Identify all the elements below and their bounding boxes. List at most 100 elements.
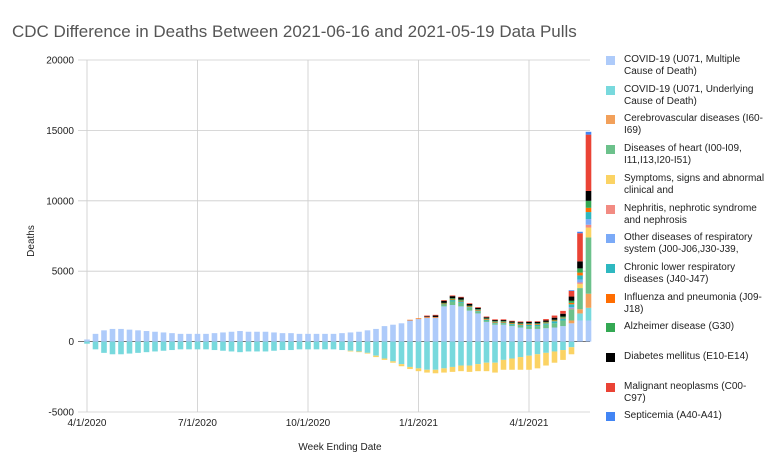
bar-segment-series-4-week-35	[381, 358, 388, 360]
bar-segment-series-1-week-0	[84, 341, 90, 344]
bar-segment-series-9-week-52	[526, 323, 532, 324]
bar-segment-series-10-week-44	[458, 297, 464, 300]
bar-segment-series-0-week-7	[143, 331, 150, 342]
bar-segment-series-7-week-42	[441, 304, 447, 305]
bar-segment-series-7-week-48	[492, 322, 498, 324]
chart-title: CDC Difference in Deaths Between 2021-06…	[12, 22, 577, 41]
bar-segment-series-4-week-41	[432, 369, 439, 374]
bar-segment-series-4-week-43	[449, 366, 456, 372]
bar-segment-series-1-week-56	[560, 341, 566, 351]
bar-segment-series-0-week-39	[415, 319, 422, 342]
bar-segment-series-0-week-48	[492, 324, 498, 342]
bar-segment-series-4-week-57	[568, 347, 575, 355]
bar-segment-series-10-week-47	[483, 317, 490, 319]
bar-segment-series-0-week-45	[466, 310, 473, 342]
bar-segment-series-1-week-44	[458, 341, 464, 366]
bar-segment-series-0-week-47	[483, 321, 490, 342]
bar-segment-series-0-week-23	[279, 333, 286, 342]
bar-segment-series-3-week-55	[551, 323, 558, 328]
bar-segment-series-10-week-50	[509, 321, 515, 323]
bar-segment-series-10-week-46	[475, 307, 481, 310]
bar-segment-series-3-week-57	[568, 309, 575, 321]
bar-segment-series-7-week-47	[483, 319, 490, 321]
bar-segment-series-8-week-48	[492, 321, 498, 323]
bar-segment-series-1-week-17	[228, 341, 235, 352]
bar-segment-series-1-week-25	[296, 341, 303, 350]
bar-segment-series-0-week-30	[339, 333, 345, 342]
legend-label: Septicemia (A40-A41)	[624, 410, 722, 422]
bar-segment-series-1-week-51	[517, 341, 524, 358]
bar-segment-series-3-week-43	[449, 301, 456, 305]
bar-segment-series-7-week-46	[475, 310, 481, 312]
bar-segment-series-11-week-55	[551, 315, 558, 318]
bar-segment-series-0-week-40	[424, 317, 430, 342]
y-tick-label: -5000	[48, 408, 74, 419]
bar-segment-series-10-week-42	[441, 300, 447, 303]
bar-segment-series-0-week-50	[509, 326, 515, 342]
bar-segment-series-1-week-21	[262, 341, 269, 352]
bar-segment-series-7-week-43	[449, 300, 456, 302]
y-tick-label: 10000	[46, 196, 74, 207]
bar-segment-series-4-week-48	[492, 362, 498, 373]
bar-segment-series-0-week-21	[262, 331, 269, 342]
bar-segment-series-0-week-59	[585, 320, 592, 342]
bar-segment-series-3-week-50	[509, 324, 515, 327]
bar-segment-series-3-week-44	[458, 302, 464, 307]
bar-segment-series-2-week-57	[568, 320, 575, 324]
bar-segment-series-3-week-58	[577, 288, 583, 310]
bar-segment-series-0-week-51	[517, 327, 524, 342]
bar-segment-series-1-week-48	[492, 341, 498, 363]
bar-segment-series-9-week-45	[466, 305, 473, 307]
bar-segment-series-4-week-32	[356, 351, 362, 353]
bar-segment-series-3-week-56	[560, 320, 566, 327]
bar-segment-series-0-week-43	[449, 304, 456, 342]
bar-segment-series-1-week-11	[177, 341, 184, 350]
bar-segment-series-6-week-59	[585, 219, 592, 225]
bar-segment-series-1-week-41	[432, 341, 439, 370]
bar-segment-series-11-week-46	[475, 307, 481, 308]
bar-segment-series-1-week-31	[347, 341, 354, 351]
bar-segment-series-7-week-45	[466, 307, 473, 308]
bar-segment-series-10-week-58	[577, 261, 583, 269]
bar-segment-series-4-week-44	[458, 365, 464, 372]
x-tick-label: 1/1/2021	[399, 418, 438, 429]
bar-segment-series-7-week-53	[534, 324, 541, 327]
bar-segment-series-0-week-29	[330, 333, 337, 342]
y-tick-label: 0	[68, 337, 74, 348]
bar-segment-series-1-week-29	[330, 341, 337, 350]
bar-segment-series-0-week-56	[560, 326, 566, 342]
bar-segment-series-8-week-51	[517, 324, 524, 325]
bar-segment-series-1-week-20	[254, 341, 260, 352]
bar-segment-series-0-week-2	[101, 330, 107, 342]
bar-segment-series-0-week-44	[458, 306, 464, 342]
bar-segment-series-1-week-19	[245, 341, 252, 352]
bar-segment-series-10-week-51	[517, 322, 524, 324]
x-tick-label: 10/1/2020	[286, 418, 331, 429]
bar-segment-series-0-week-26	[305, 333, 311, 342]
bar-segment-series-10-week-43	[449, 296, 456, 299]
bar-segment-series-2-week-58	[577, 309, 583, 314]
bar-segment-series-9-week-58	[577, 268, 583, 273]
bar-segment-series-1-week-13	[194, 341, 201, 350]
bar-segment-series-0-week-4	[118, 328, 124, 342]
bar-segment-series-1-week-50	[509, 341, 515, 359]
bar-segment-series-11-week-43	[449, 295, 456, 297]
legend-swatch	[606, 234, 615, 244]
bar-segment-series-1-week-7	[143, 341, 150, 353]
legend-swatch	[606, 56, 615, 65]
bar-segment-series-8-week-42	[441, 303, 447, 305]
bar-segment-series-0-week-41	[432, 317, 439, 342]
bar-segment-series-0-week-12	[186, 333, 192, 342]
bar-segment-series-0-week-10	[169, 333, 175, 342]
bar-segment-series-11-week-42	[441, 300, 447, 301]
legend-swatch	[606, 353, 615, 362]
y-tick-label: 15000	[46, 126, 74, 137]
bar-segment-series-0-week-54	[543, 328, 549, 342]
bar-segment-series-7-week-54	[543, 323, 549, 325]
bar-segment-series-11-week-54	[543, 319, 549, 321]
bar-segment-series-3-week-47	[483, 320, 490, 322]
bar-segment-series-10-week-55	[551, 317, 558, 320]
bar-segment-series-0-week-49	[500, 324, 507, 342]
bar-segment-series-1-week-22	[271, 341, 277, 351]
bar-segment-series-0-week-15	[211, 333, 218, 342]
